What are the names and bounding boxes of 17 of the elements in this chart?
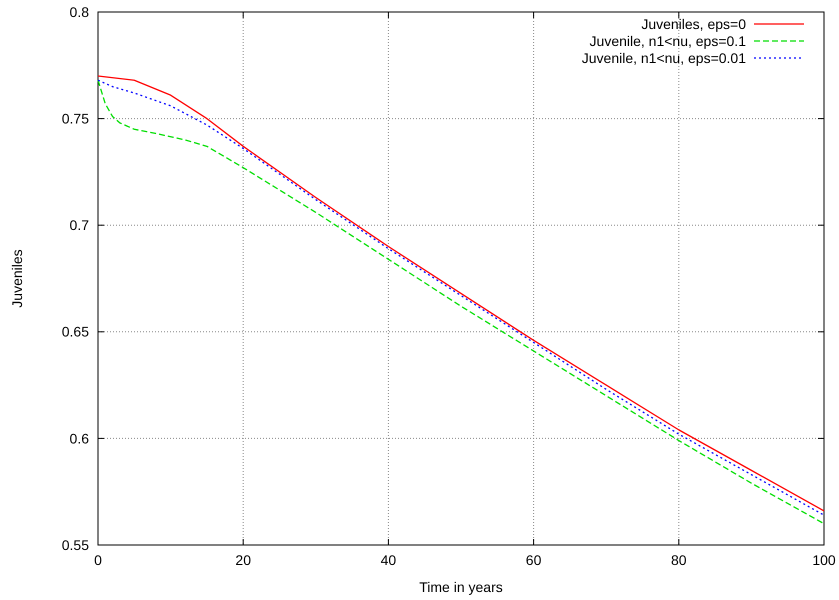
legend-label: Juvenile, n1<nu, eps=0.01 <box>582 50 746 66</box>
x-tick-label: 80 <box>671 552 687 568</box>
x-tick-label: 100 <box>812 552 836 568</box>
y-tick-label: 0.8 <box>70 4 90 20</box>
y-tick-label: 0.65 <box>62 324 90 340</box>
x-axis-title: Time in years <box>419 579 503 595</box>
x-tick-label: 0 <box>94 552 102 568</box>
x-tick-label: 20 <box>235 552 252 568</box>
x-tick-label: 60 <box>526 552 542 568</box>
y-tick-label: 0.7 <box>70 217 90 234</box>
y-tick-label: 0.6 <box>70 430 90 446</box>
legend-label: Juvenile, n1<nu, eps=0.1 <box>590 32 746 49</box>
x-tick-label: 40 <box>380 552 396 568</box>
y-tick-label: 0.55 <box>62 536 90 553</box>
y-tick-label: 0.75 <box>62 110 90 126</box>
y-axis-title: Juveniles <box>9 249 25 308</box>
legend-label: Juveniles, eps=0 <box>641 16 746 32</box>
